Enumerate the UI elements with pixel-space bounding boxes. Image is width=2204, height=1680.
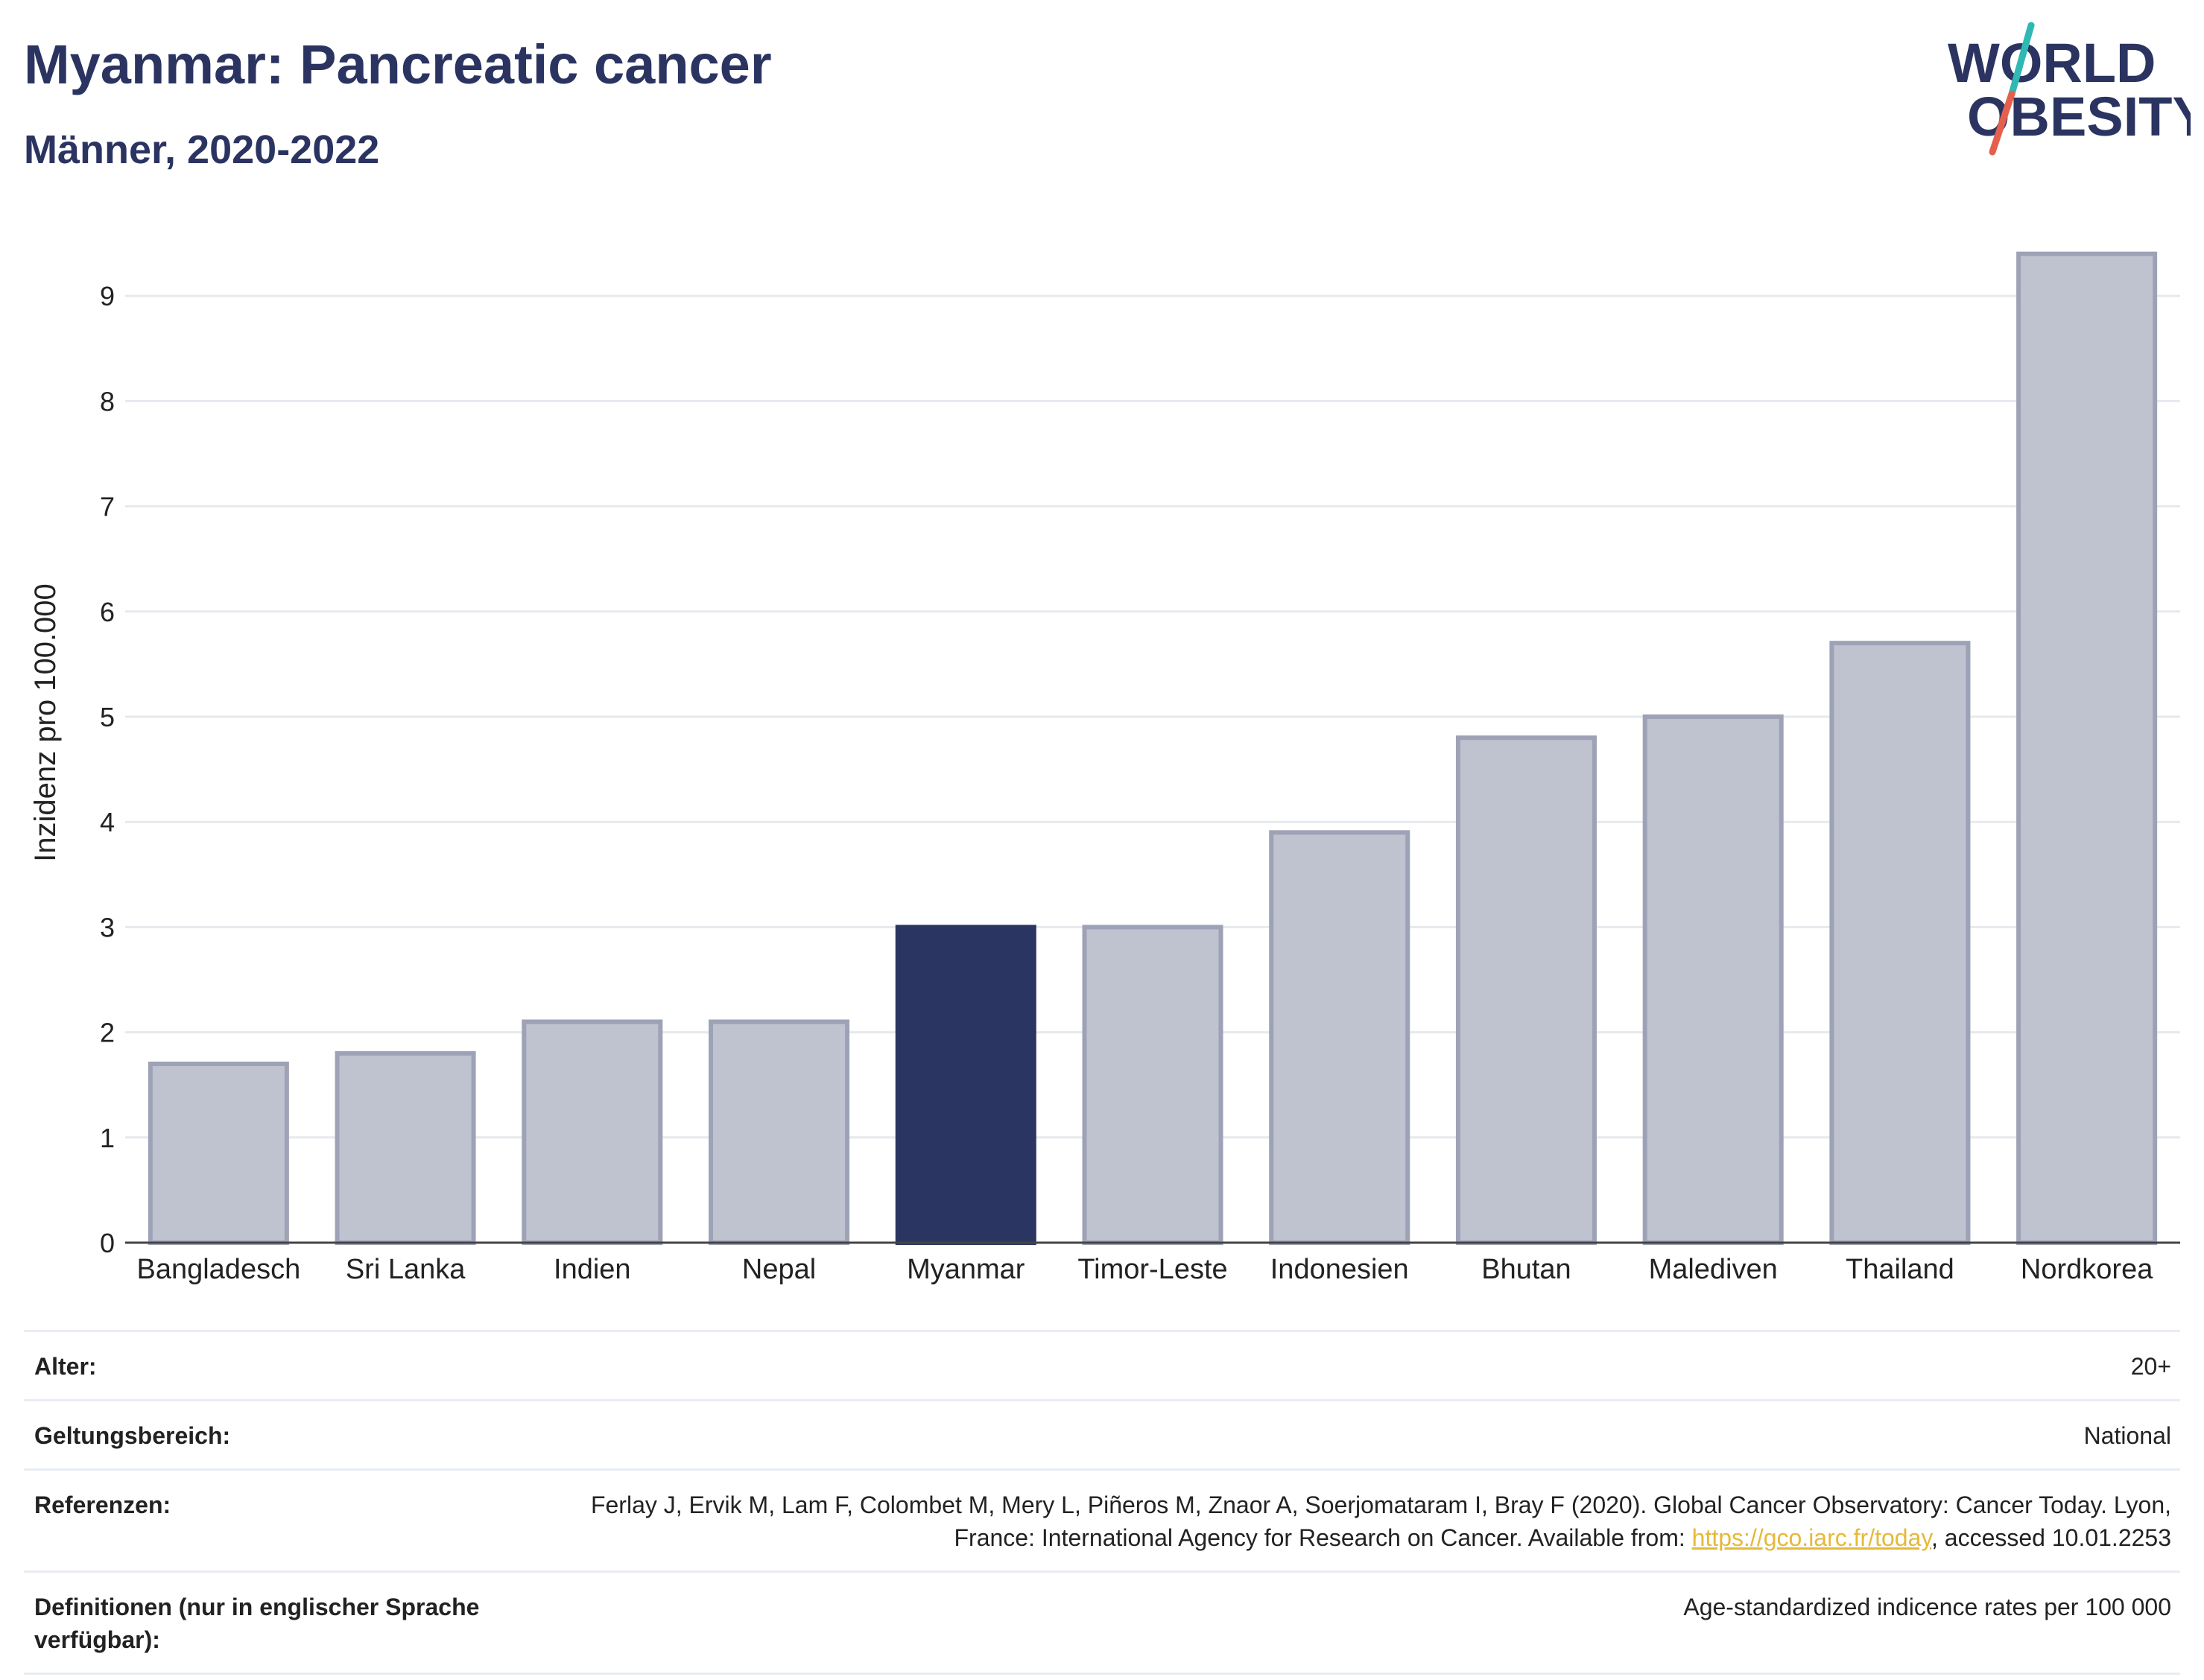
bar-nepal [709,1019,850,1245]
bar-bhutan [1455,735,1597,1245]
world-obesity-logo: WORLD OBESITY [1948,22,2191,156]
bar-indien [522,1019,663,1245]
x-tick-label: Thailand [1846,1254,1954,1285]
meta-scope-label: Geltungsbereich: [34,1422,231,1449]
x-tick-label: Myanmar [907,1254,1025,1285]
x-tick-label: Malediven [1649,1254,1778,1285]
y-tick-label: 8 [100,386,115,416]
y-tick-label: 4 [100,807,115,837]
x-tick-label: Indien [554,1254,631,1285]
chart-title: Myanmar: Pancreatic cancer [24,34,772,95]
meta-ref-label: Referenzen: [34,1492,171,1518]
y-tick-label: 2 [100,1018,115,1048]
x-tick-label: Timor-Leste [1077,1254,1227,1285]
x-tick-label: Nordkorea [2021,1254,2153,1285]
bar-indonesien [1269,830,1410,1245]
meta-row-definitions: Definitionen (nur in englischer Sprache … [24,1573,2180,1675]
logo-slash-top [2008,22,2035,98]
meta-scope-value: National [2083,1422,2171,1449]
x-tick-label: Bhutan [1481,1254,1571,1285]
x-tick-label: Nepal [742,1254,816,1285]
bar-timor-leste [1082,925,1223,1246]
meta-def-value: Age-standardized indicence rates per 100… [1683,1594,2171,1620]
y-tick-label: 3 [100,912,115,942]
logo-slash-bottom [1989,90,2015,156]
logo-text-world: WORLD [1948,32,2156,94]
bar-sri-lanka [335,1050,476,1245]
y-tick-label: 5 [100,702,115,732]
meta-age-label: Alter: [34,1353,97,1380]
y-tick-label: 9 [100,281,115,311]
ref-text: Ferlay J, Ervik M, Lam F, Colombet M, Me… [590,1492,2171,1551]
y-axis-label: Inzidenz pro 100.000 [29,583,62,862]
meta-def-label: Definitionen (nur in englischer Sprache … [34,1594,480,1653]
meta-ref-value: Ferlay J, Ervik M, Lam F, Colombet M, Me… [569,1489,2171,1554]
bar-bangladesch [148,1061,289,1245]
y-tick-label: 1 [100,1123,115,1153]
y-tick-labels: 0 1 2 3 4 5 6 7 8 9 [100,281,115,1258]
meta-row-scope: Geltungsbereich: National [24,1401,2180,1471]
bar-malediven [1642,714,1784,1245]
meta-row-references: Referenzen: Ferlay J, Ervik M, Lam F, Co… [24,1471,2180,1573]
y-tick-label: 0 [100,1228,115,1258]
meta-age-value: 20+ [2130,1353,2171,1380]
bars [148,251,2158,1246]
logo-text-obesity: OBESITY [1967,86,2191,148]
x-tick-label: Indonesien [1270,1254,1409,1285]
x-tick-labels: Bangladesch Sri Lanka Indien Nepal Myanmar Ti… [136,1254,2153,1285]
y-tick-label: 7 [100,492,115,522]
ref-accessed: , accessed 10.01.2253 [1931,1524,2171,1551]
ref-link[interactable]: https://gco.iarc.fr/today [1691,1524,1931,1551]
bar-thailand [1829,641,1971,1245]
bar-nordkorea [2016,251,2158,1246]
y-tick-label: 6 [100,597,115,627]
x-tick-label: Bangladesch [136,1254,300,1285]
x-tick-label: Sri Lanka [346,1254,466,1285]
bar-myanmar [895,925,1036,1246]
metadata-table: Alter: 20+ Geltungsbereich: National Ref… [24,1330,2180,1675]
bar-chart: 0 1 2 3 4 5 6 7 8 9 Bangladesch Sri Lanka Indien Nep… [29,251,2180,1285]
chart-subtitle: Männer, 2020-2022 [24,127,380,172]
meta-row-age: Alter: 20+ [24,1332,2180,1401]
